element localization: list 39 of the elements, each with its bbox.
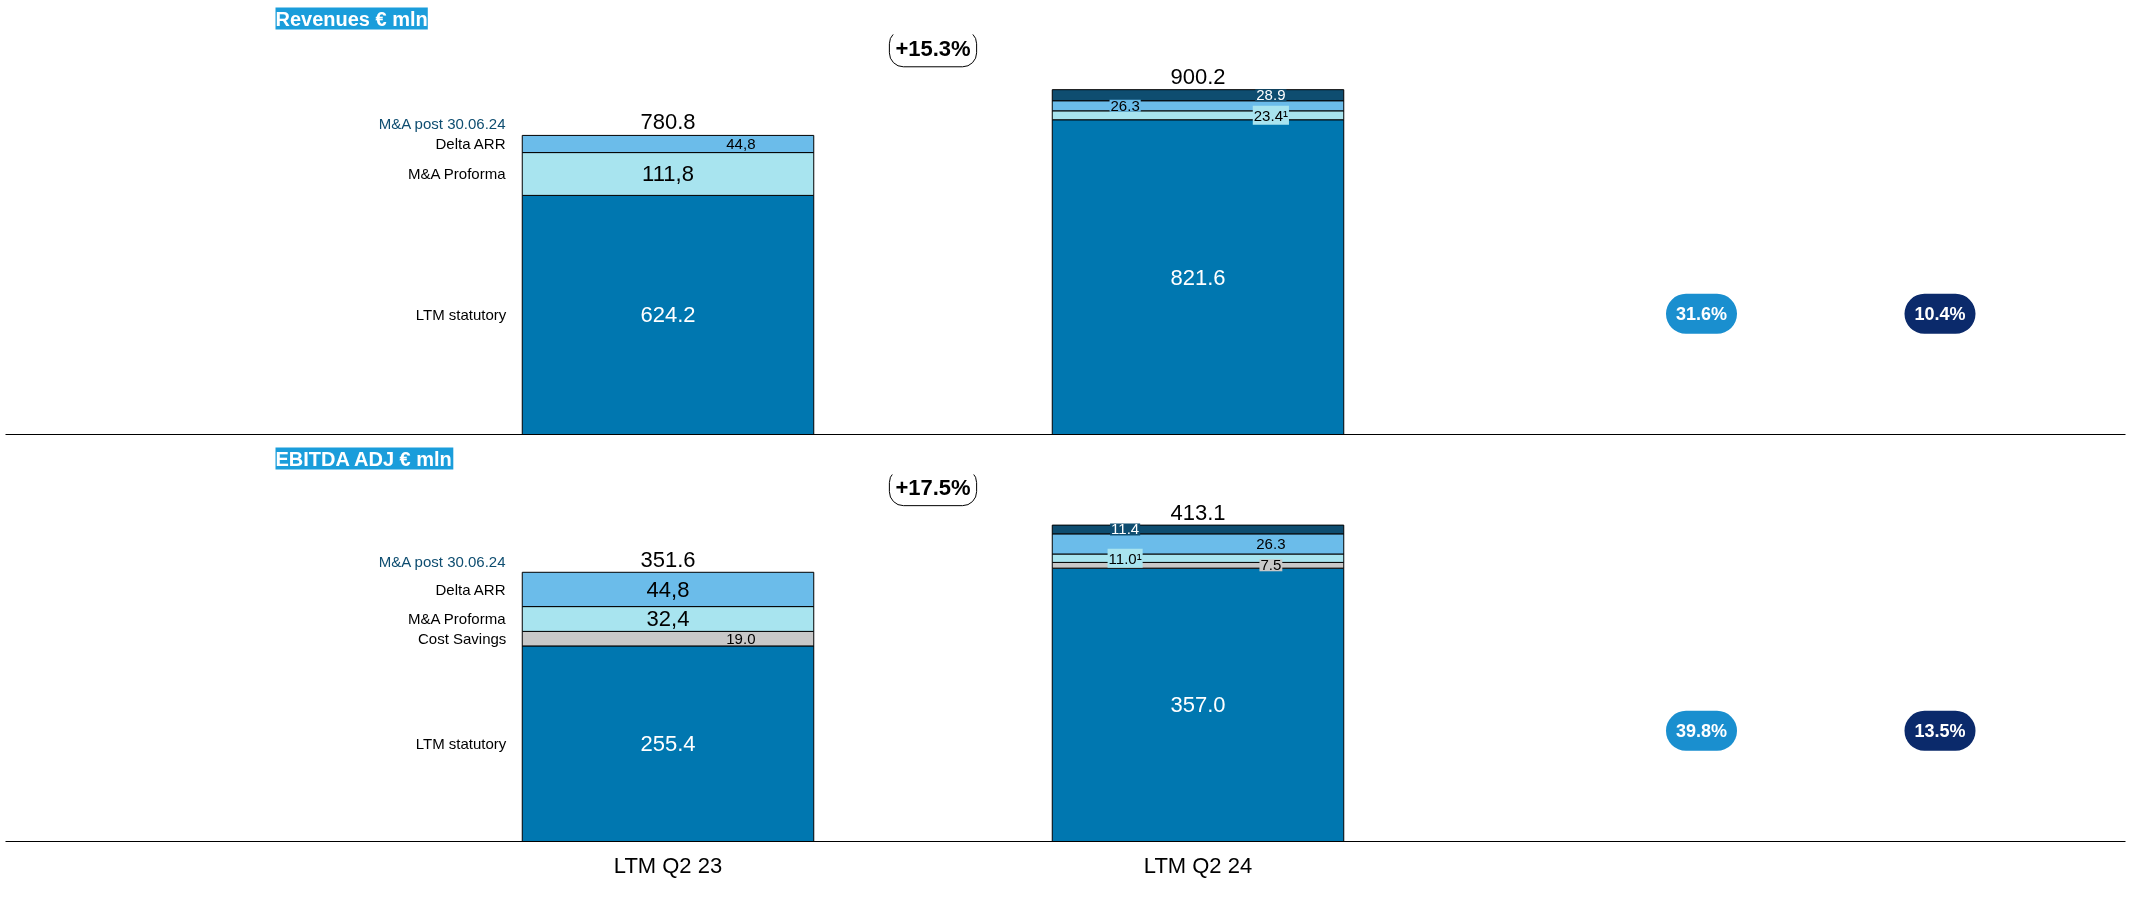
- total-label: 413.1: [1170, 499, 1226, 525]
- x-tick-label: LTM Q2 23: [613, 852, 723, 878]
- chart-title: EBITDA ADJ € mln: [275, 447, 452, 470]
- text: +15.3%: [895, 35, 971, 61]
- series-label: M&A Proforma: [407, 165, 507, 183]
- data-label: 26.3: [1256, 534, 1286, 552]
- total-label: 351.6: [640, 546, 696, 572]
- series-label: Delta ARR: [435, 580, 506, 598]
- data-label: 11.0¹: [1108, 549, 1142, 567]
- data-label: 28.9: [1256, 86, 1286, 104]
- x-tick-label: LTM Q2 24: [1143, 852, 1253, 878]
- data-label: 44,8: [646, 576, 690, 602]
- data-label: 26.3: [1110, 96, 1140, 114]
- total-label: 780.8: [640, 109, 696, 135]
- data-label: 821.6: [1170, 264, 1226, 290]
- data-label: 255.4: [640, 731, 696, 757]
- series-label: LTM statutory: [415, 306, 507, 324]
- data-label: 11.4: [1111, 520, 1140, 538]
- data-label: 23.4¹: [1253, 106, 1288, 124]
- chart-title: Revenues € mln: [275, 7, 428, 30]
- text: 10.4%: [1914, 303, 1966, 324]
- text: +17.5%: [895, 474, 971, 500]
- text: 39.8%: [1675, 720, 1728, 741]
- text: 31.6%: [1675, 303, 1728, 324]
- series-label: Cost Savings: [417, 630, 507, 648]
- data-label: 32,4: [646, 606, 690, 632]
- data-label: 111,8: [642, 161, 694, 187]
- text: M&A post 30.06.24: [378, 552, 506, 570]
- data-label: 7.5: [1260, 556, 1282, 574]
- text: M&A post 30.06.24: [378, 114, 506, 132]
- series-label: LTM statutory: [415, 735, 507, 753]
- total-label: 900.2: [1170, 63, 1226, 89]
- data-label: 44,8: [726, 134, 756, 152]
- text: 13.5%: [1914, 720, 1966, 741]
- series-label: M&A Proforma: [407, 610, 507, 628]
- data-label: 357.0: [1170, 692, 1226, 718]
- series-label: Delta ARR: [435, 135, 506, 153]
- data-label: 19.0: [726, 629, 756, 647]
- data-label: 624.2: [640, 302, 696, 328]
